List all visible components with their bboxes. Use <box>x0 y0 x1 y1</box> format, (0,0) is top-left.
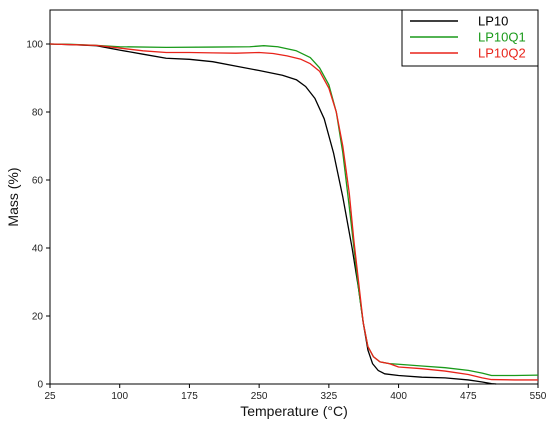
x-tick-label: 175 <box>181 391 198 402</box>
legend-box <box>401 9 539 67</box>
x-tick-label: 325 <box>321 391 338 402</box>
y-tick-label: 100 <box>26 40 43 51</box>
series-line-lp10q1 <box>49 43 539 377</box>
x-tick-label: 250 <box>251 391 268 402</box>
series-line-lp10 <box>49 43 497 385</box>
series-layer <box>49 43 539 385</box>
legend-label-lp10: LP10 <box>478 14 508 29</box>
legend-label-lp10q2: LP10Q2 <box>478 46 526 61</box>
y-axis-title: Mass (%) <box>5 167 21 226</box>
y-tick-label: 40 <box>32 244 44 255</box>
x-axis-ticks: 25 100 175 250 325 400 475 550 <box>44 384 547 402</box>
y-axis-ticks: 0 20 40 60 80 100 <box>26 40 50 391</box>
plot-frame <box>49 9 539 385</box>
legend-label-lp10q1: LP10Q1 <box>478 30 526 45</box>
y-tick-label: 80 <box>32 108 44 119</box>
y-tick-label: 0 <box>37 380 43 391</box>
x-tick-label: 475 <box>460 391 477 402</box>
x-tick-label: 100 <box>111 391 128 402</box>
x-tick-label: 400 <box>390 391 407 402</box>
y-tick-label: 20 <box>32 312 44 323</box>
x-axis-title: Temperature (°C) <box>240 403 348 419</box>
series-line-lp10q2 <box>49 43 538 381</box>
x-tick-label: 550 <box>530 391 547 402</box>
y-tick-label: 60 <box>32 176 44 187</box>
x-tick-label: 25 <box>44 391 56 402</box>
